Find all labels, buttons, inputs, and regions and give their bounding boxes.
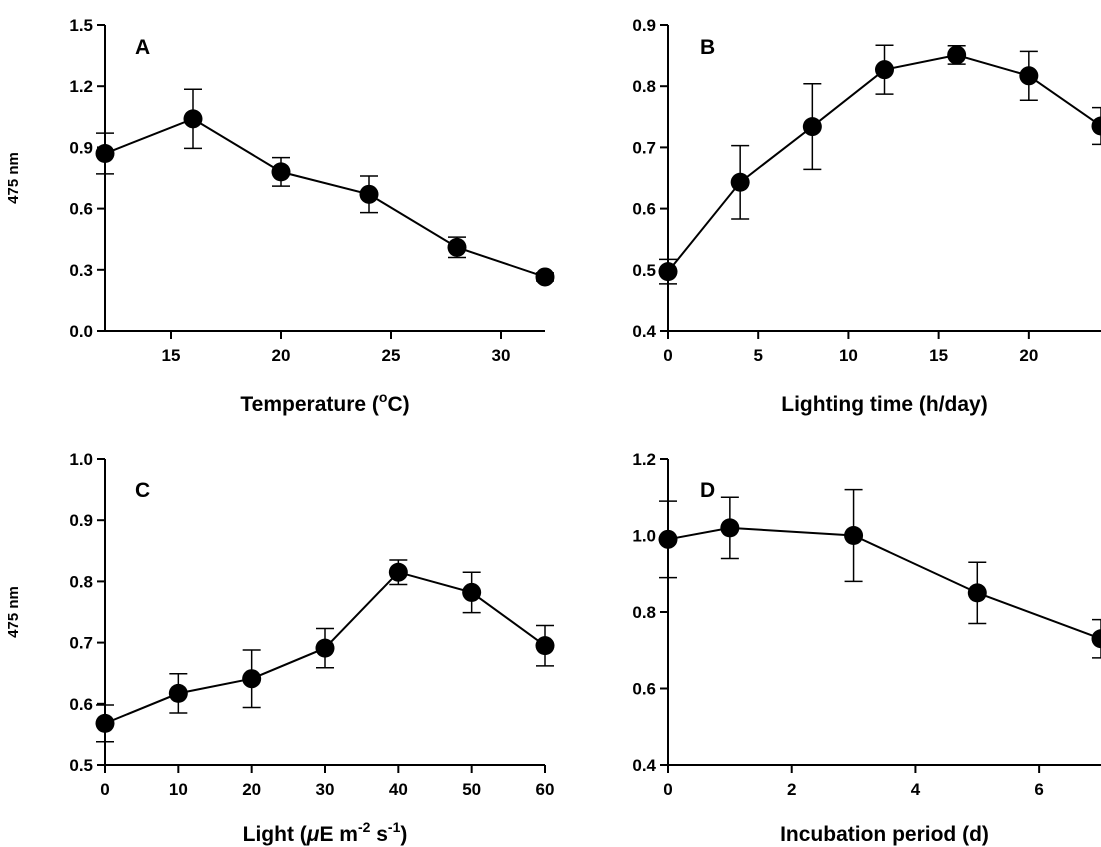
y-tick-label: 0.4 [632, 756, 656, 775]
panel-label: A [135, 36, 150, 59]
y-tick-label: 0.6 [632, 680, 656, 699]
data-point [95, 713, 115, 733]
y-axis-label: 475 nm [5, 586, 22, 638]
data-point [1091, 116, 1101, 136]
x-tick-label: 10 [839, 346, 858, 365]
data-point [875, 60, 894, 80]
x-tick-label: 2 [787, 780, 796, 799]
panel-b: 0.4 0.5 0.6 0.7 0.8 0.9 0 5 10 15 20 B Lighting time… [632, 16, 1101, 416]
x-tick-label: 40 [389, 780, 408, 799]
y-tick-label: 1.0 [69, 450, 93, 469]
data-point [168, 683, 188, 703]
panel-a: 0.0 0.3 0.6 0.9 1.2 1.5 15 20 25 30 A Temperature (… [5, 16, 555, 416]
x-tick-label: 30 [492, 346, 511, 365]
series-area [658, 44, 1101, 285]
data-point [462, 582, 482, 602]
panel-label: D [700, 479, 715, 502]
data-point [535, 636, 555, 656]
x-tick-label: 4 [911, 780, 921, 799]
y-tick-label: 0.7 [632, 138, 656, 157]
data-point [242, 669, 262, 689]
panel-d: 0.4 0.6 0.8 1.0 1.2 0 2 4 6 D Incubation period (d… [632, 450, 1101, 846]
data-point [844, 526, 864, 545]
x-axis-label: Temperature (oC) [240, 389, 409, 416]
y-tick-label: 0.5 [632, 261, 656, 280]
y-tick-label: 0.8 [632, 77, 656, 96]
y-tick-label: 0.6 [69, 200, 93, 219]
y-tick-label: 0.9 [69, 138, 93, 157]
y-tick-label: 0.6 [69, 695, 93, 714]
y-tick-label: 0.4 [632, 322, 656, 341]
series-line [104, 117, 546, 278]
x-axis-label: Incubation period (d) [780, 823, 989, 846]
y-tick-label: 1.0 [632, 527, 656, 546]
data-point [802, 117, 822, 137]
y-tick-label: 1.2 [632, 450, 656, 469]
data-point [730, 172, 750, 192]
x-tick-label: 60 [536, 780, 555, 799]
x-tick-label: 5 [753, 346, 762, 365]
data-point [447, 237, 467, 257]
data-point [720, 518, 740, 538]
data-point [359, 184, 379, 204]
data-point [967, 583, 987, 603]
x-tick-label: 25 [382, 346, 401, 365]
x-tick-label: 15 [162, 346, 181, 365]
x-axis-label: Light (μE m-2 s-1) [243, 819, 408, 846]
panel-label: B [700, 36, 715, 59]
series-line [667, 526, 1101, 640]
data-point [183, 109, 203, 129]
y-tick-label: 0.6 [632, 200, 656, 219]
x-tick-label: 30 [316, 780, 335, 799]
data-point [658, 529, 678, 549]
y-tick-label: 1.2 [69, 77, 93, 96]
y-tick-label: 0.9 [69, 511, 93, 530]
x-tick-label: 20 [1019, 346, 1038, 365]
x-tick-label: 15 [929, 346, 948, 365]
x-tick-label: 20 [242, 780, 261, 799]
x-tick-label: 20 [272, 346, 291, 365]
x-tick-label: 10 [169, 780, 188, 799]
series-area [658, 488, 1101, 659]
x-tick-label: 50 [462, 780, 481, 799]
x-axis-label: Lighting time (h/day) [781, 393, 987, 416]
x-tick-label: 0 [663, 346, 672, 365]
data-point [1091, 629, 1101, 649]
data-point [947, 45, 967, 65]
x-tick-label: 0 [100, 780, 109, 799]
y-tick-label: 0.9 [632, 16, 656, 35]
panel-c: 0.5 0.6 0.7 0.8 0.9 1.0 0 10 20 30 40 50 60 C Light (μ… [5, 450, 555, 846]
panel-label: C [135, 479, 150, 502]
data-point [271, 162, 291, 182]
data-point [315, 638, 335, 658]
y-tick-label: 0.8 [632, 603, 656, 622]
data-point [1019, 66, 1039, 86]
y-tick-label: 0.3 [69, 261, 93, 280]
data-point [658, 262, 678, 282]
y-tick-label: 0.7 [69, 634, 93, 653]
y-tick-label: 0.5 [69, 756, 93, 775]
y-tick-label: 0.0 [69, 322, 93, 341]
data-point [535, 267, 555, 287]
y-tick-label: 1.5 [69, 16, 93, 35]
data-point [95, 144, 115, 164]
x-tick-label: 6 [1034, 780, 1043, 799]
y-axis-label: 475 nm [5, 152, 22, 204]
x-tick-label: 0 [663, 780, 672, 799]
y-tick-label: 0.8 [69, 572, 93, 591]
data-point [388, 562, 408, 582]
